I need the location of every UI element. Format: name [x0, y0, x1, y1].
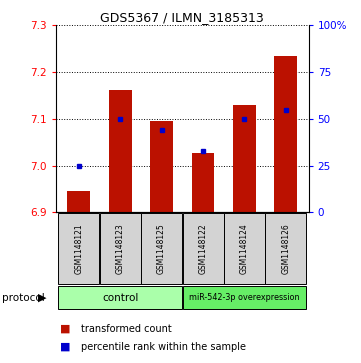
- Title: GDS5367 / ILMN_3185313: GDS5367 / ILMN_3185313: [100, 11, 264, 24]
- Text: GSM1148124: GSM1148124: [240, 223, 249, 274]
- Text: ■: ■: [60, 323, 70, 334]
- Bar: [274, 56, 297, 212]
- Bar: [150, 121, 173, 212]
- Text: ■: ■: [60, 342, 70, 352]
- Bar: [265, 213, 306, 284]
- Text: GSM1148125: GSM1148125: [157, 223, 166, 274]
- Bar: [233, 105, 256, 212]
- Text: GSM1148123: GSM1148123: [116, 223, 125, 274]
- Text: GSM1148121: GSM1148121: [74, 223, 83, 274]
- Text: ▶: ▶: [38, 293, 47, 303]
- Bar: [109, 90, 131, 212]
- Text: control: control: [102, 293, 138, 303]
- Text: GSM1148126: GSM1148126: [281, 223, 290, 274]
- Bar: [183, 213, 223, 284]
- Text: protocol: protocol: [2, 293, 44, 303]
- Bar: [58, 286, 182, 309]
- Bar: [224, 213, 265, 284]
- Bar: [68, 191, 90, 212]
- Text: percentile rank within the sample: percentile rank within the sample: [81, 342, 246, 352]
- Bar: [192, 153, 214, 212]
- Bar: [183, 286, 306, 309]
- Bar: [58, 213, 99, 284]
- Text: GSM1148122: GSM1148122: [199, 223, 208, 274]
- Bar: [141, 213, 182, 284]
- Text: miR-542-3p overexpression: miR-542-3p overexpression: [189, 293, 300, 302]
- Bar: [100, 213, 141, 284]
- Text: transformed count: transformed count: [81, 323, 172, 334]
